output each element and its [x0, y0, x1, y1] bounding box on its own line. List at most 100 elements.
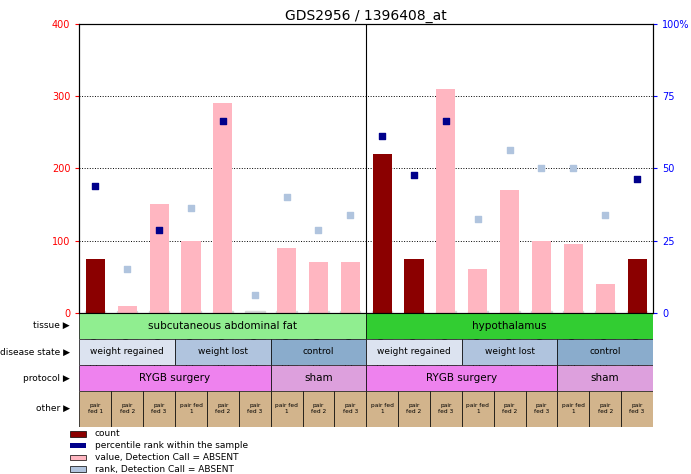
Text: disease state ▶: disease state ▶ [0, 347, 70, 356]
Bar [558, 391, 589, 427]
Point [600, 211, 611, 219]
Text: count: count [95, 429, 120, 438]
Bar [143, 391, 175, 427]
Text: pair fed
1: pair fed 1 [562, 403, 585, 414]
Text: other ▶: other ▶ [36, 404, 70, 413]
Bar [564, 244, 583, 313]
Text: pair fed
1: pair fed 1 [466, 403, 489, 414]
Bar [366, 391, 398, 427]
Title: GDS2956 / 1396408_at: GDS2956 / 1396408_at [285, 9, 447, 23]
Text: RYGB surgery: RYGB surgery [426, 373, 498, 383]
Bar [70, 455, 86, 460]
Text: control: control [303, 347, 334, 356]
Bar [70, 466, 86, 472]
Text: weight regained: weight regained [91, 347, 164, 356]
Bar [430, 391, 462, 427]
Text: pair
fed 2: pair fed 2 [120, 403, 135, 414]
Point [536, 164, 547, 172]
Text: value, Detection Call = ABSENT: value, Detection Call = ABSENT [95, 453, 238, 462]
Bar [111, 391, 143, 427]
Text: pair fed
1: pair fed 1 [275, 403, 298, 414]
Point [281, 193, 292, 201]
Bar [558, 365, 653, 391]
Bar [621, 391, 653, 427]
Bar [462, 391, 493, 427]
Bar [627, 259, 647, 313]
Text: pair
fed 2: pair fed 2 [598, 403, 613, 414]
Bar [271, 339, 366, 365]
Text: pair
fed 3: pair fed 3 [343, 403, 358, 414]
Text: pair
fed 1: pair fed 1 [88, 403, 103, 414]
Point [472, 215, 483, 223]
Text: hypothalamus: hypothalamus [473, 321, 547, 331]
Text: pair
fed 3: pair fed 3 [630, 403, 645, 414]
Bar [86, 259, 105, 313]
Text: pair
fed 3: pair fed 3 [151, 403, 167, 414]
Text: RYGB surgery: RYGB surgery [140, 373, 211, 383]
Bar [468, 269, 487, 313]
Bar [303, 391, 334, 427]
Text: pair
fed 3: pair fed 3 [438, 403, 453, 414]
Bar [79, 313, 366, 339]
Point [504, 146, 515, 154]
Bar [558, 339, 653, 365]
Bar [341, 262, 360, 313]
Bar [309, 262, 328, 313]
Bar [277, 248, 296, 313]
Bar [526, 391, 558, 427]
Point [377, 132, 388, 139]
Bar [372, 154, 392, 313]
Point [217, 118, 228, 125]
Bar [500, 190, 519, 313]
Bar [175, 339, 271, 365]
Bar [70, 443, 86, 448]
Bar [149, 204, 169, 313]
Bar [596, 284, 615, 313]
Point [440, 118, 451, 125]
Bar [79, 365, 271, 391]
Bar [366, 313, 653, 339]
Text: weight lost: weight lost [484, 347, 535, 356]
Bar [334, 391, 366, 427]
Bar [214, 103, 232, 313]
Point [568, 164, 579, 172]
Bar [436, 89, 455, 313]
Point [185, 204, 196, 212]
Text: control: control [589, 347, 621, 356]
Bar [493, 391, 526, 427]
Text: weight regained: weight regained [377, 347, 451, 356]
Text: protocol ▶: protocol ▶ [23, 374, 70, 383]
Bar [532, 241, 551, 313]
Text: rank, Detection Call = ABSENT: rank, Detection Call = ABSENT [95, 465, 234, 474]
Text: pair
fed 3: pair fed 3 [534, 403, 549, 414]
Bar [271, 391, 303, 427]
Text: sham: sham [591, 373, 620, 383]
Point [122, 265, 133, 273]
Text: pair
fed 2: pair fed 2 [311, 403, 326, 414]
Text: percentile rank within the sample: percentile rank within the sample [95, 441, 248, 450]
Text: subcutaneous abdominal fat: subcutaneous abdominal fat [149, 321, 297, 331]
Text: pair fed
1: pair fed 1 [180, 403, 202, 414]
Text: pair
fed 2: pair fed 2 [502, 403, 518, 414]
Text: weight lost: weight lost [198, 347, 248, 356]
Bar [117, 306, 137, 313]
Bar [79, 391, 111, 427]
Point [153, 226, 164, 234]
Point [632, 175, 643, 183]
Bar [366, 365, 558, 391]
Point [249, 291, 261, 299]
Bar [462, 339, 558, 365]
Text: pair
fed 2: pair fed 2 [215, 403, 231, 414]
Point [90, 182, 101, 190]
Bar [404, 259, 424, 313]
Bar [207, 391, 239, 427]
Text: pair
fed 3: pair fed 3 [247, 403, 263, 414]
Bar [70, 431, 86, 437]
Bar [175, 391, 207, 427]
Point [313, 226, 324, 234]
Bar [398, 391, 430, 427]
Bar [182, 241, 200, 313]
Bar [271, 365, 366, 391]
Bar [589, 391, 621, 427]
Point [345, 211, 356, 219]
